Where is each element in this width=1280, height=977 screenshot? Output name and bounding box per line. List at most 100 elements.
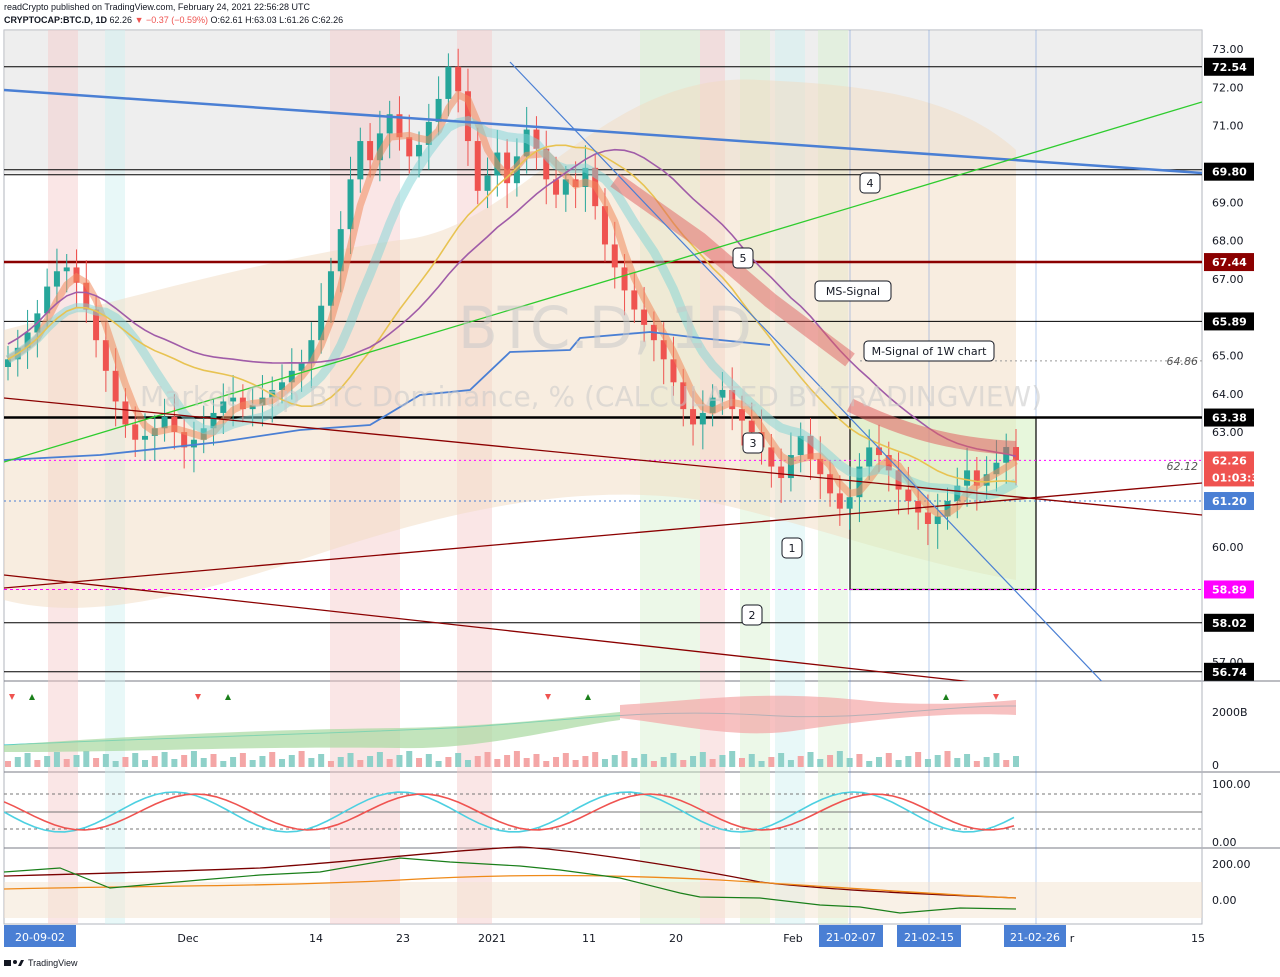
candle xyxy=(484,175,491,191)
ma-yellow xyxy=(7,144,1017,483)
candle xyxy=(416,144,423,157)
svg-text:56.74: 56.74 xyxy=(1212,666,1247,679)
candle xyxy=(905,489,912,502)
volume-bar xyxy=(200,758,207,767)
x-date-tag: 21-02-07 xyxy=(819,925,883,947)
volume-bar xyxy=(112,761,119,767)
candle xyxy=(562,179,569,195)
tradingview-logo-icon xyxy=(4,960,24,966)
volume-bar xyxy=(934,755,941,767)
volume-bar xyxy=(905,756,912,767)
wave-label: 5 xyxy=(740,252,747,265)
volume-zero-label: 0 xyxy=(1212,759,1219,772)
candle xyxy=(553,179,560,195)
svg-text:65.89: 65.89 xyxy=(1212,315,1247,328)
volume-bar xyxy=(660,757,667,767)
volume-bar xyxy=(386,759,393,767)
volume-bar xyxy=(474,756,481,767)
candle xyxy=(386,114,393,134)
volume-bar xyxy=(513,751,520,767)
volume-bar xyxy=(543,761,550,767)
volume-bar xyxy=(132,753,139,767)
x-tick-label: r xyxy=(1070,932,1075,945)
volume-bar xyxy=(787,760,794,767)
x-tick-label: 14 xyxy=(309,932,323,945)
candle xyxy=(425,121,432,145)
candle xyxy=(866,447,873,467)
candle xyxy=(778,466,785,479)
sell-signal-icon xyxy=(9,694,15,700)
signal-label: MS-Signal xyxy=(826,285,880,298)
price-tag: 61.20 xyxy=(1204,492,1254,511)
volume-bar xyxy=(318,754,325,767)
volume-bar xyxy=(631,758,638,767)
volume-bar xyxy=(337,757,344,767)
volume-bar xyxy=(670,753,677,767)
volume-bar xyxy=(171,759,178,767)
x-tick-label: 2021 xyxy=(478,932,506,945)
volume-bar xyxy=(161,752,168,767)
y-tick-label: 68.00 xyxy=(1212,235,1244,248)
trend-line xyxy=(4,397,1202,516)
y-tick-label: 71.00 xyxy=(1212,120,1244,133)
m-signal-ribbon xyxy=(846,398,1017,455)
volume-cloud-green xyxy=(4,712,620,752)
wave-callout: 2 xyxy=(741,604,763,626)
candle xyxy=(670,359,677,383)
volume-bar xyxy=(269,752,276,767)
wave-label: 2 xyxy=(749,609,756,622)
tradingview-footer: TradingView xyxy=(4,958,78,968)
volume-bar xyxy=(758,761,765,767)
candle xyxy=(53,271,60,287)
volume-bar xyxy=(611,755,618,767)
x-tick-label: Feb xyxy=(783,932,802,945)
volume-bar xyxy=(396,755,403,767)
volume-bar xyxy=(836,751,843,767)
wave-label: 4 xyxy=(867,177,874,190)
candle xyxy=(406,137,413,157)
y-tick-label: 73.00 xyxy=(1212,43,1244,56)
volume-bar xyxy=(1003,760,1010,767)
x-tick-label: 15 xyxy=(1191,932,1205,945)
osc1-top-label: 100.00 xyxy=(1212,778,1251,791)
x-date-tag: 21-02-15 xyxy=(897,925,961,947)
volume-bar xyxy=(572,760,579,767)
price-tag: 01:03:34 xyxy=(1204,468,1267,487)
volume-bar xyxy=(993,753,1000,767)
candle xyxy=(875,447,882,456)
volume-bar xyxy=(376,752,383,767)
candle xyxy=(367,141,374,161)
volume-bar xyxy=(719,755,726,767)
volume-bar xyxy=(44,756,51,767)
volume-bar xyxy=(866,761,873,767)
volume-bar xyxy=(817,759,824,767)
volume-bar xyxy=(327,761,334,767)
candle xyxy=(347,179,354,230)
price-tag: 62.26 xyxy=(1204,451,1254,470)
svg-text:21-02-15: 21-02-15 xyxy=(904,931,954,944)
candle xyxy=(641,309,648,325)
volume-bar xyxy=(778,753,785,767)
osc1-slow-line xyxy=(4,793,1015,831)
candle xyxy=(112,370,119,402)
wave-callout: 5 xyxy=(732,247,754,269)
candle xyxy=(836,493,843,509)
osc2-ma xyxy=(4,874,1017,899)
volume-bar xyxy=(34,760,41,767)
volume-bar xyxy=(435,761,442,767)
volume-bar xyxy=(445,757,452,767)
candle xyxy=(249,405,256,410)
volume-bar xyxy=(357,760,364,767)
candle xyxy=(582,167,589,188)
candle xyxy=(132,424,139,440)
volume-cloud-red xyxy=(620,695,1016,734)
volume-bar xyxy=(729,751,736,767)
price-tag: 67.44 xyxy=(1204,253,1254,272)
candle xyxy=(474,141,481,191)
trend-line xyxy=(4,101,1202,463)
osc1-bottom-label: 0.00 xyxy=(1212,836,1237,849)
candle xyxy=(102,340,109,371)
buy-signal-icon xyxy=(29,694,35,700)
volume-bar xyxy=(895,760,902,767)
sell-signal-icon xyxy=(993,694,999,700)
